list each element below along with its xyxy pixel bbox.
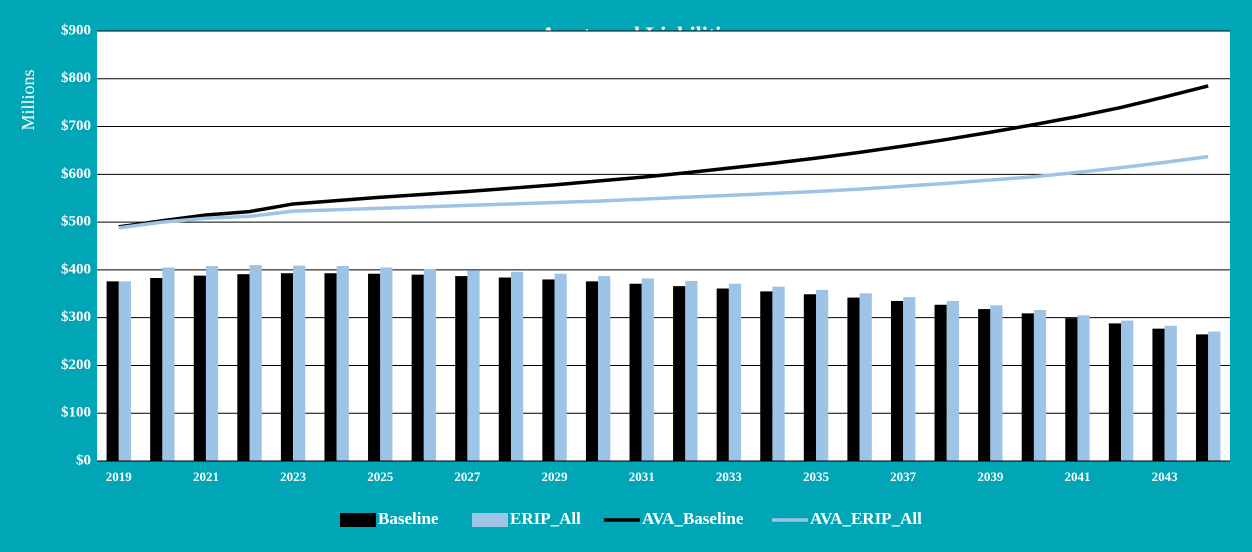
x-tick-label: 2021: [193, 469, 219, 484]
bar: [280, 273, 294, 461]
bar: [324, 273, 337, 461]
bar: [859, 293, 872, 461]
x-tick-label: 2025: [367, 469, 394, 484]
bar: [716, 288, 729, 461]
bar: [847, 297, 860, 461]
bar: [1196, 334, 1209, 461]
y-tick-label: $100: [61, 405, 91, 421]
bar: [411, 274, 424, 461]
line: [118, 84, 1209, 229]
bar: [990, 305, 1003, 461]
bar: [1033, 310, 1047, 461]
x-tick-label: 2027: [454, 469, 481, 484]
bar: [728, 283, 742, 461]
bar: [978, 309, 991, 461]
y-axis-label: Millions: [18, 69, 38, 130]
legend-label: AVA_ERIP_All: [810, 509, 922, 528]
bar: [1152, 328, 1165, 461]
bar: [542, 279, 555, 461]
bar: [1108, 323, 1122, 461]
bar: [585, 281, 599, 461]
line: [118, 154, 1209, 230]
x-tick-label: 2023: [280, 469, 307, 484]
x-tick-label: 2031: [629, 469, 655, 484]
bar: [150, 278, 163, 461]
x-tick-label: 2035: [803, 469, 830, 484]
bar: [685, 280, 698, 461]
x-tick-label: 2037: [890, 469, 917, 484]
bar: [629, 283, 642, 461]
chart-title: Assets and Liabilities: [540, 22, 740, 47]
bar: [641, 278, 654, 461]
bar: [510, 271, 524, 461]
bar: [903, 297, 916, 461]
x-tick-label: 2039: [977, 469, 1004, 484]
y-tick-label: $800: [61, 70, 91, 86]
bar: [890, 300, 904, 461]
x-tick-label: 2033: [716, 469, 743, 484]
y-tick-label: $300: [61, 309, 91, 325]
legend-label: AVA_Baseline: [642, 509, 744, 528]
y-tick-label: $900: [61, 22, 91, 38]
bar: [455, 276, 468, 461]
bar: [1208, 331, 1221, 461]
bar: [1021, 313, 1034, 461]
legend-label: Baseline: [378, 509, 439, 528]
y-tick-label: $200: [61, 357, 91, 373]
bar: [467, 270, 480, 461]
bar: [380, 267, 393, 461]
x-tick-label: 2041: [1064, 469, 1090, 484]
bar: [237, 274, 250, 461]
legend-swatch: [472, 513, 508, 527]
bar: [598, 276, 611, 461]
y-tick-label: $700: [61, 118, 91, 134]
bar: [772, 286, 785, 461]
bar: [1077, 315, 1090, 461]
bar: [1121, 320, 1134, 461]
bar: [205, 266, 219, 461]
bar: [249, 265, 262, 461]
plot-area: [97, 31, 1230, 461]
x-tick-label: 2029: [542, 469, 569, 484]
bar: [803, 294, 817, 461]
bar: [162, 267, 175, 461]
bar: [934, 304, 947, 461]
x-tick-label: 2043: [1152, 469, 1179, 484]
y-tick-label: $600: [61, 166, 91, 182]
bar: [816, 289, 829, 461]
bar: [336, 266, 349, 461]
bar: [193, 275, 206, 461]
legend-label: ERIP_All: [510, 509, 581, 528]
bar: [423, 268, 437, 461]
bar: [498, 277, 511, 461]
bar: [368, 273, 381, 461]
bar: [106, 281, 119, 461]
bar: [293, 265, 306, 461]
bar: [760, 291, 773, 461]
bar: [1164, 325, 1177, 461]
x-tick-label: 2019: [106, 469, 133, 484]
bar: [1065, 318, 1078, 461]
bar: [946, 300, 959, 461]
y-tick-label: $0: [76, 452, 91, 468]
y-tick-label: $400: [61, 261, 91, 277]
bar: [118, 281, 131, 461]
legend-swatch: [340, 513, 376, 527]
bar: [673, 286, 686, 461]
bar: [554, 273, 567, 461]
y-tick-label: $500: [61, 214, 91, 230]
